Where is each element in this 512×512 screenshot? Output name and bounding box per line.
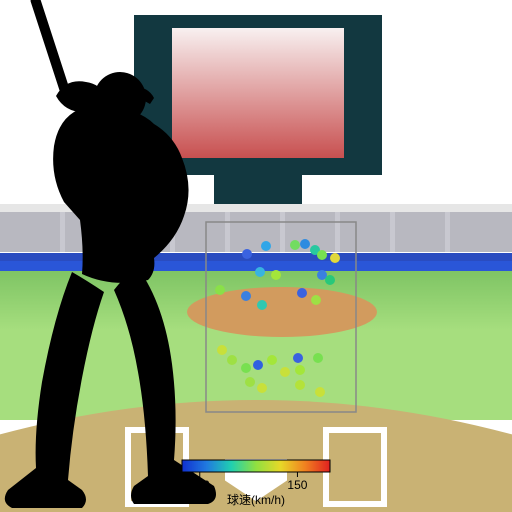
legend-label: 球速(km/h) bbox=[227, 493, 285, 507]
svg-text:100: 100 bbox=[190, 478, 210, 492]
pitch-location-chart: 100 150 球速(km/h) bbox=[0, 0, 512, 512]
svg-text:150: 150 bbox=[287, 478, 307, 492]
pitchers-mound bbox=[187, 287, 377, 337]
